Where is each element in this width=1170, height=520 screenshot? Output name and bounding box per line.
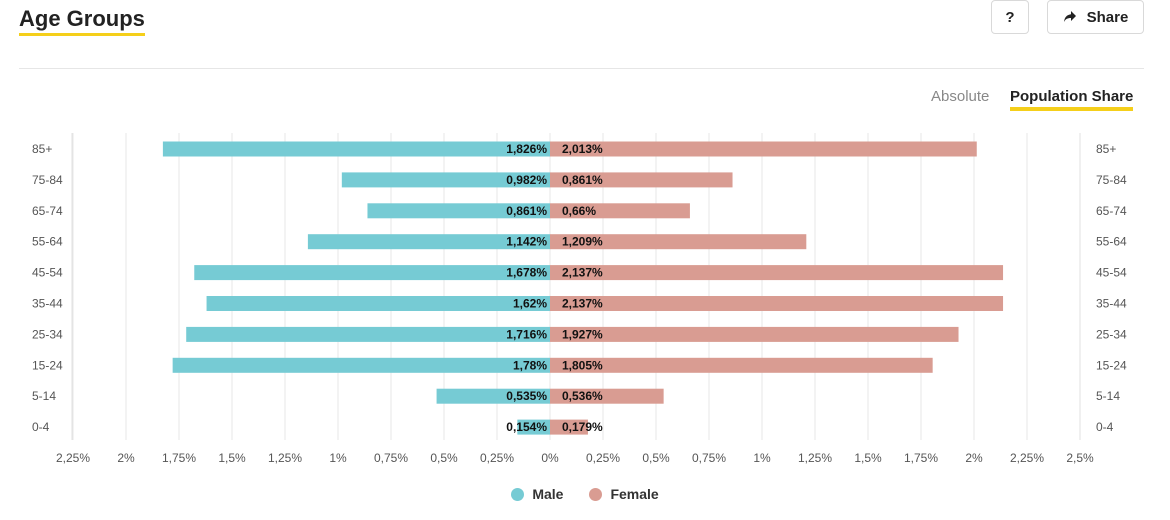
age-label-left: 25-34 [32,327,63,341]
male-bar [517,419,550,435]
help-button-label: ? [1005,8,1015,26]
age-label-left: 35-44 [32,297,63,311]
age-label-right: 25-34 [1096,327,1127,341]
male-bar [307,234,550,250]
male-bar [206,296,550,311]
x-tick-label: 0,75% [374,451,408,465]
age-label-left: 65-74 [32,204,63,218]
male-bar [162,141,550,157]
toggle-absolute[interactable]: Absolute [931,88,990,105]
female-bar [550,203,690,219]
share-button[interactable]: Share [1047,0,1144,34]
age-label-left: 55-64 [32,235,63,249]
x-tick-label: 0,25% [586,451,620,465]
legend-female-label: Female [610,486,659,502]
female-value-label: 1,805% [562,358,603,372]
male-value-label: 1,826% [506,142,547,156]
male-value-label: 0,154% [506,420,547,434]
male-bar [341,172,550,188]
male-value-label: 1,62% [513,297,547,311]
age-label-right: 65-74 [1096,204,1127,218]
male-value-label: 1,716% [506,327,547,341]
help-button[interactable]: ? [991,0,1029,34]
female-bar [550,265,1004,281]
female-bar [550,296,1004,311]
legend-item-female[interactable]: Female [589,486,659,502]
x-tick-label: 1% [753,451,771,465]
male-bar [186,326,550,342]
male-bar [172,357,550,373]
x-tick-label: 1,75% [162,451,196,465]
female-bar [550,388,664,404]
age-label-left: 15-24 [32,358,63,372]
female-bar [550,357,933,373]
x-tick-label: 1,5% [218,451,246,465]
female-value-label: 1,927% [562,327,603,341]
age-label-left: 45-54 [32,266,63,280]
age-label-right: 0-4 [1096,420,1114,434]
female-value-label: 0,66% [562,204,596,218]
female-value-label: 2,137% [562,266,603,280]
chart-legend: Male Female [0,484,1170,504]
male-bar [194,265,550,281]
male-value-label: 0,535% [506,389,547,403]
female-value-label: 1,209% [562,235,603,249]
x-tick-label: 2,25% [56,451,90,465]
age-label-right: 55-64 [1096,235,1127,249]
x-tick-label: 1,25% [268,451,302,465]
age-label-left: 5-14 [32,389,56,403]
toggle-population-share[interactable]: Population Share [1010,88,1134,111]
female-bar [550,172,733,188]
age-label-right: 85+ [1096,142,1116,156]
header-divider [19,68,1144,69]
age-label-left: 75-84 [32,173,63,187]
female-value-label: 0,861% [562,173,603,187]
legend-female-swatch [589,487,603,501]
legend-male-label: Male [532,486,564,502]
legend-male-swatch [511,487,525,501]
male-value-label: 1,678% [506,266,547,280]
male-value-label: 0,861% [506,204,547,218]
header: Age Groups ? Share [0,0,1170,70]
male-value-label: 1,78% [513,358,547,372]
female-value-label: 0,536% [562,389,603,403]
x-tick-label: 1,75% [904,451,938,465]
female-bar [550,234,807,250]
age-label-right: 35-44 [1096,297,1127,311]
share-arrow-icon [1063,11,1076,22]
age-label-right: 15-24 [1096,358,1127,372]
x-tick-label: 0,25% [480,451,514,465]
female-bar [550,141,977,157]
x-tick-label: 1,25% [798,451,832,465]
female-value-label: 0,179% [562,420,603,434]
male-value-label: 0,982% [506,173,547,187]
x-tick-label: 0,5% [430,451,458,465]
female-bar [550,419,588,435]
female-value-label: 2,013% [562,142,603,156]
age-label-right: 75-84 [1096,173,1127,187]
page-title: Age Groups [19,5,145,36]
x-tick-label: 2% [117,451,135,465]
male-bar [436,388,550,404]
x-tick-label: 2,5% [1066,451,1094,465]
age-label-left: 85+ [32,142,52,156]
age-label-left: 0-4 [32,420,50,434]
male-bar [367,203,550,219]
share-button-label: Share [1086,8,1129,26]
x-tick-label: 0,75% [692,451,726,465]
female-value-label: 2,137% [562,297,603,311]
x-tick-label: 2,25% [1010,451,1044,465]
x-tick-label: 2% [965,451,983,465]
male-value-label: 1,142% [506,235,547,249]
x-tick-label: 0,5% [642,451,670,465]
x-tick-label: 1% [329,451,347,465]
x-tick-label: 1,5% [854,451,882,465]
female-bar [550,326,959,342]
age-label-right: 5-14 [1096,389,1120,403]
age-label-right: 45-54 [1096,266,1127,280]
legend-item-male[interactable]: Male [511,486,563,502]
x-tick-label: 0% [541,451,559,465]
